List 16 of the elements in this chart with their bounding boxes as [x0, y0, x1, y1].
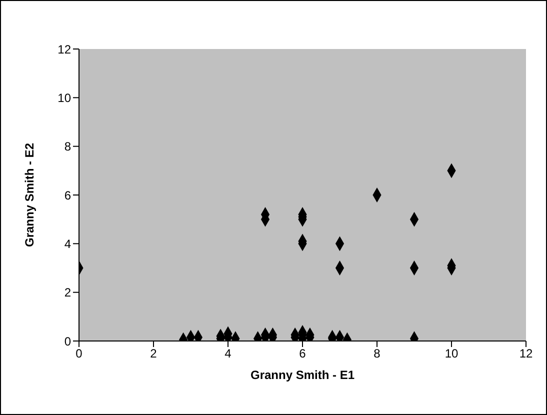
- y-tick-label: 8: [64, 140, 72, 154]
- y-tick-label: 12: [58, 42, 72, 56]
- x-axis-title: Granny Smith - E1: [250, 368, 355, 382]
- x-tick-label: 0: [76, 346, 83, 361]
- y-tick-label: 0: [64, 334, 72, 348]
- y-tick-label: 2: [64, 286, 72, 300]
- x-tick-label: 12: [519, 346, 533, 361]
- x-tick-label: 8: [374, 346, 381, 361]
- y-tick-label: 10: [58, 90, 72, 105]
- y-tick-label: 6: [64, 188, 72, 202]
- x-tick-label: 4: [224, 346, 232, 361]
- x-tick-label: 2: [150, 346, 158, 361]
- y-axis-title: Granny Smith - E2: [22, 142, 36, 248]
- x-tick-label: 10: [444, 346, 458, 361]
- y-tick-label: 4: [64, 236, 72, 251]
- x-tick-label: 6: [299, 346, 306, 361]
